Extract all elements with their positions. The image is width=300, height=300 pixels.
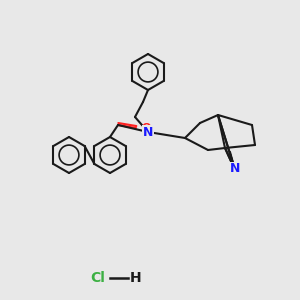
Text: O: O <box>141 123 150 133</box>
Text: N: N <box>143 125 153 139</box>
Text: H: H <box>130 271 142 285</box>
Text: Cl: Cl <box>91 271 105 285</box>
Text: N: N <box>230 163 240 176</box>
